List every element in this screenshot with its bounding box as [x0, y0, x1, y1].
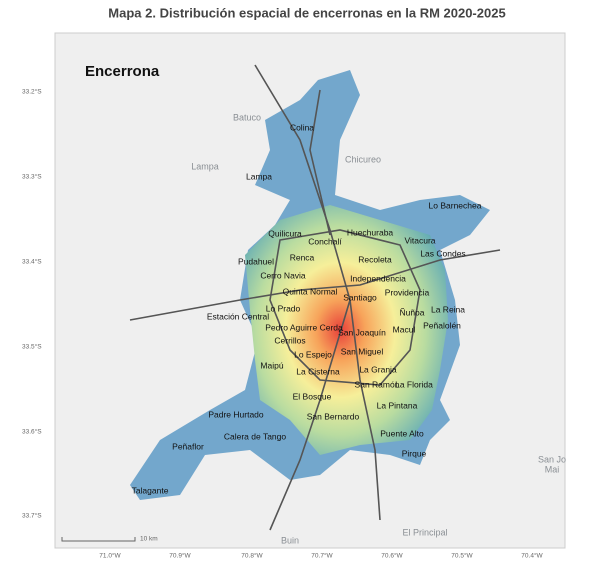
commune-label: Lo Espejo [294, 349, 332, 359]
commune-label: Vitacura [404, 235, 435, 245]
commune-label: Recoleta [358, 254, 392, 264]
commune-label: Lo Barnechea [429, 200, 482, 210]
commune-label: Providencia [385, 287, 430, 297]
lon-label: 70.4°W [521, 552, 543, 560]
road [269, 299, 351, 531]
commune-label: Peñaflor [172, 441, 204, 451]
lat-label: 33.7°S [22, 512, 42, 520]
commune-label: Las Condes [420, 248, 465, 258]
commune-label: Santiago [343, 292, 377, 302]
commune-label: Huechuraba [347, 227, 394, 237]
commune-label: Ñuñoa [399, 307, 424, 317]
heatmap [245, 205, 448, 455]
commune-label: Independencia [350, 273, 406, 283]
scale-label: 10 km [140, 536, 158, 543]
commune-label: San Ramón [355, 379, 400, 389]
commune-label: La Reina [431, 304, 465, 314]
commune-label: Pedro Aguirre Cerda [265, 322, 343, 332]
road [129, 249, 501, 321]
commune-label: San Joaquín [338, 327, 386, 337]
commune-label: Maipú [260, 360, 283, 370]
commune-label: Talagante [132, 485, 169, 495]
lon-label: 70.5°W [451, 552, 473, 560]
background-place: Mai [545, 464, 560, 474]
background-place: Chicureo [345, 154, 381, 164]
commune-label: La Granja [359, 364, 397, 374]
lon-label: 70.6°W [381, 552, 403, 560]
background-place: El Principal [402, 527, 447, 537]
road [309, 89, 331, 236]
commune-label: Quilicura [268, 228, 302, 238]
lon-label: 71.0°W [99, 552, 121, 560]
commune-label: Puente Alto [380, 428, 424, 438]
lat-label: 33.4°S [22, 258, 42, 266]
commune-label: Padre Hurtado [208, 409, 264, 419]
commune-label: La Pintana [377, 400, 418, 410]
commune-label: San Bernardo [307, 411, 360, 421]
commune-label: El Bosque [293, 391, 332, 401]
background-place: Lampa [191, 161, 219, 171]
background-place: Batuco [233, 112, 261, 122]
lon-label: 70.9°W [169, 552, 191, 560]
roads [129, 64, 501, 531]
title: Mapa 2. Distribución espacial de encerro… [108, 5, 505, 20]
lat-label: 33.2°S [22, 88, 42, 96]
commune-label: Conchalí [308, 236, 342, 246]
lon-label: 70.7°W [311, 552, 333, 560]
commune-label: Macul [393, 324, 416, 334]
background-place: Buin [281, 535, 299, 545]
road [269, 229, 421, 386]
commune-label: Cerro Navia [260, 270, 306, 280]
map-label: Encerrona [85, 63, 160, 80]
commune-label: Calera de Tango [224, 431, 286, 441]
lat-label: 33.5°S [22, 343, 42, 351]
commune-label: San Miguel [341, 346, 384, 356]
commune-label: Cerrillos [274, 335, 305, 345]
scale-bar [61, 537, 136, 542]
commune-label: Estación Central [207, 311, 269, 321]
commune-label: La Florida [395, 379, 433, 389]
lat-label: 33.6°S [22, 428, 42, 436]
commune-label: Pudahuel [238, 256, 274, 266]
commune-label: Peñalolén [423, 320, 461, 330]
background-place: San Jo [538, 454, 566, 464]
commune-label: La Cisterna [296, 366, 340, 376]
lon-label: 70.8°W [241, 552, 263, 560]
commune-label: Pirque [402, 448, 427, 458]
commune-label: Lampa [246, 171, 272, 181]
lat-label: 33.3°S [22, 173, 42, 181]
commune-label: Quinta Normal [283, 286, 338, 296]
commune-label: Renca [290, 252, 315, 262]
commune-label: Lo Prado [266, 303, 301, 313]
commune-label: Colina [290, 122, 314, 132]
